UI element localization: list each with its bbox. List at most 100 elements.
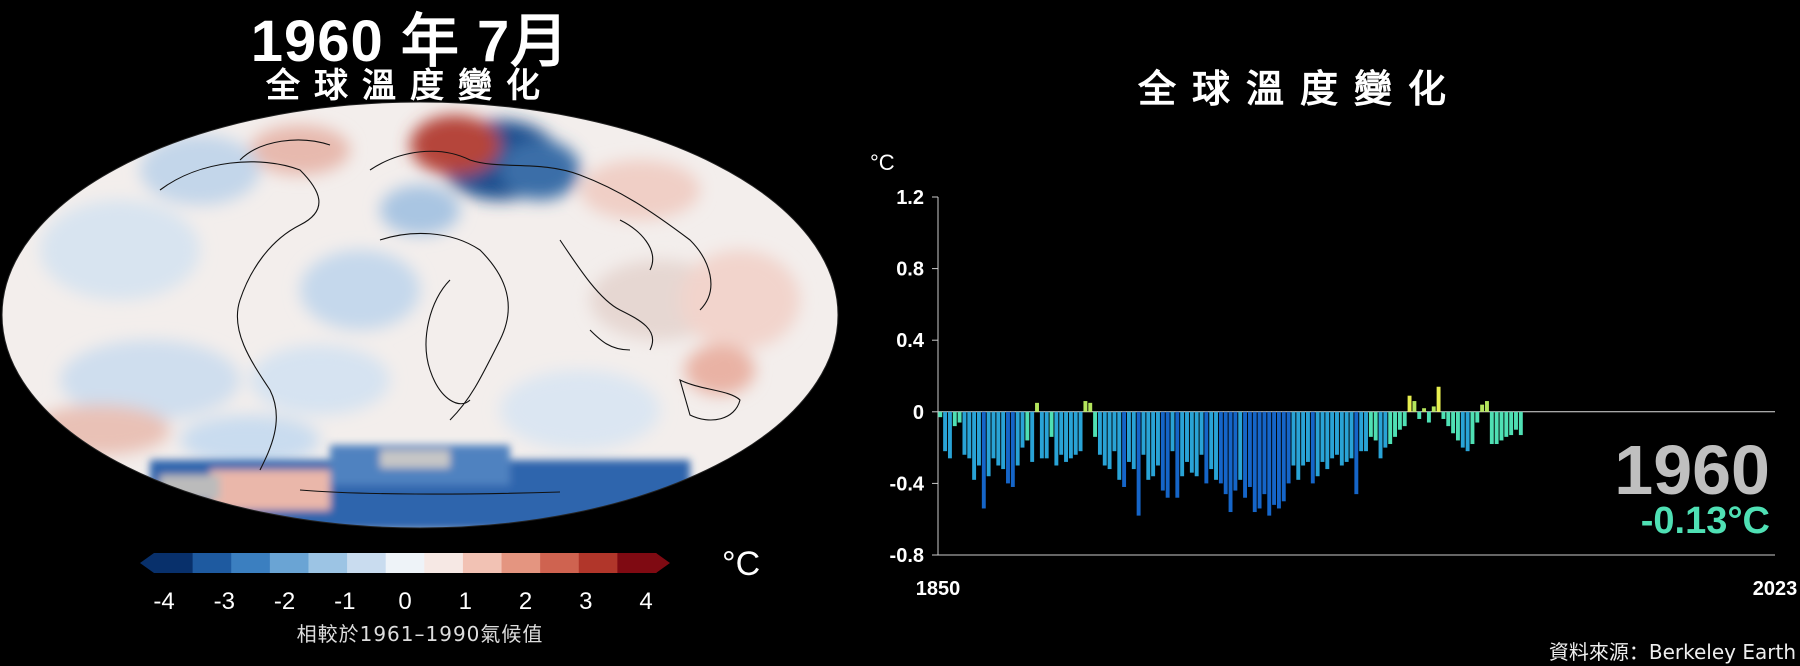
bar-1937 — [1359, 411, 1364, 452]
bar-1872 — [1044, 411, 1049, 459]
bar-1917 — [1262, 411, 1267, 495]
bar-1934 — [1344, 411, 1349, 462]
bar-1967 — [1504, 411, 1509, 437]
bar-1855 — [962, 411, 967, 455]
bar-1910 — [1228, 411, 1233, 513]
bar-1891 — [1136, 411, 1141, 516]
bar-1880 — [1083, 401, 1088, 412]
bar-1960 — [1470, 411, 1475, 445]
current-year: 1960 — [1614, 431, 1770, 509]
bar-1865 — [1010, 411, 1015, 487]
colorbar-segment — [462, 553, 503, 573]
y-tick-label: 0.4 — [896, 330, 925, 352]
bar-1930 — [1325, 411, 1330, 470]
bar-1852 — [947, 411, 952, 459]
y-tick-label: -0.4 — [890, 473, 925, 495]
bar-1920 — [1276, 411, 1281, 509]
bar-1897 — [1165, 411, 1170, 498]
bar-1931 — [1330, 411, 1335, 459]
bar-1856 — [967, 411, 972, 459]
bar-1926 — [1305, 411, 1310, 462]
colorbar-note: 相較於1961–1990氣候值 — [296, 622, 544, 646]
colorbar-segment — [424, 553, 464, 573]
bar-1927 — [1310, 411, 1315, 484]
bar-1886 — [1112, 411, 1117, 452]
colorbar-segment — [501, 553, 541, 573]
bar-1949 — [1417, 411, 1422, 419]
bar-1883 — [1097, 411, 1102, 455]
bar-1901 — [1185, 411, 1189, 462]
bar-1896 — [1160, 411, 1165, 491]
x-axis: 1850 2023 — [916, 578, 1798, 600]
bar-1887 — [1117, 411, 1122, 480]
bar-1875 — [1059, 411, 1064, 455]
bar-1928 — [1315, 411, 1320, 477]
colorbar-segments — [140, 553, 670, 573]
bar-1858 — [977, 411, 981, 466]
bar-1863 — [1001, 411, 1006, 470]
bar-1929 — [1320, 411, 1325, 462]
bar-1850 — [938, 411, 943, 418]
bar-1888 — [1122, 411, 1127, 487]
colorbar-segment — [269, 553, 309, 573]
y-tick-label: 0.8 — [896, 259, 924, 281]
x-tick-label: 2023 — [1753, 578, 1798, 600]
bar-1907 — [1214, 411, 1218, 480]
bar-1853 — [952, 411, 957, 427]
bar-1940 — [1373, 411, 1378, 441]
bar-1958 — [1460, 411, 1465, 448]
bar-1877 — [1068, 411, 1073, 459]
bar-1925 — [1301, 411, 1306, 466]
colorbar-segment — [231, 553, 271, 573]
bar-1894 — [1151, 411, 1156, 477]
bar-1889 — [1126, 411, 1131, 462]
y-tick-label: 1.2 — [896, 187, 924, 209]
x-tick-label: 1850 — [916, 578, 961, 600]
bar-1866 — [1015, 411, 1020, 466]
colorbar-left-arrow — [140, 553, 154, 573]
bar-1956 — [1451, 411, 1456, 434]
bar-1965 — [1494, 411, 1499, 445]
bar-1878 — [1073, 411, 1078, 455]
bar-1854 — [957, 411, 962, 423]
bar-1899 — [1175, 411, 1180, 498]
bar-1964 — [1489, 411, 1494, 445]
bar-1892 — [1141, 411, 1146, 455]
colorbar-right-arrow — [656, 553, 670, 573]
map-svg — [1, 101, 839, 529]
bar-1945 — [1397, 411, 1402, 430]
bar-1881 — [1088, 402, 1093, 412]
bar-1946 — [1402, 411, 1407, 427]
colorbar-segment — [192, 553, 232, 573]
bar-1912 — [1238, 411, 1243, 480]
bar-1868 — [1025, 411, 1030, 441]
bar-1936 — [1354, 411, 1359, 495]
bar-1871 — [1039, 411, 1044, 459]
bar-1951 — [1426, 411, 1431, 423]
colorbar-tick-label: 3 — [579, 588, 592, 615]
colorbar-ticks: -4 -3 -2 -1 0 1 2 3 4 — [153, 588, 652, 615]
bar-1918 — [1267, 411, 1272, 516]
bar-1914 — [1247, 411, 1252, 487]
bar-1895 — [1156, 411, 1160, 466]
temperature-bar-chart: 1.2 0.8 0.4 0 -0.4 -0.8 1850 2023 — [890, 187, 1798, 600]
current-anomaly-value: -0.13°C — [1640, 500, 1770, 542]
bar-1909 — [1223, 411, 1228, 495]
y-tick-label: -0.8 — [890, 545, 924, 567]
colorbar-unit: °C — [722, 545, 760, 583]
colorbar-tick-label: 4 — [639, 588, 652, 615]
bar-1944 — [1393, 411, 1397, 437]
bar-1873 — [1049, 411, 1054, 437]
data-source: 資料來源：Berkeley Earth — [1548, 640, 1796, 664]
bar-1851 — [943, 411, 948, 452]
bar-1923 — [1291, 411, 1296, 466]
bar-1857 — [972, 411, 977, 480]
bar-1924 — [1296, 411, 1301, 480]
bar-1898 — [1170, 411, 1175, 452]
bar-1922 — [1286, 411, 1291, 484]
bar-1882 — [1093, 411, 1098, 437]
bar-1932 — [1335, 411, 1339, 455]
bar-1867 — [1020, 411, 1025, 448]
colorbar-segment — [540, 553, 580, 573]
chart-title: 全球溫度變化 — [1137, 67, 1462, 111]
